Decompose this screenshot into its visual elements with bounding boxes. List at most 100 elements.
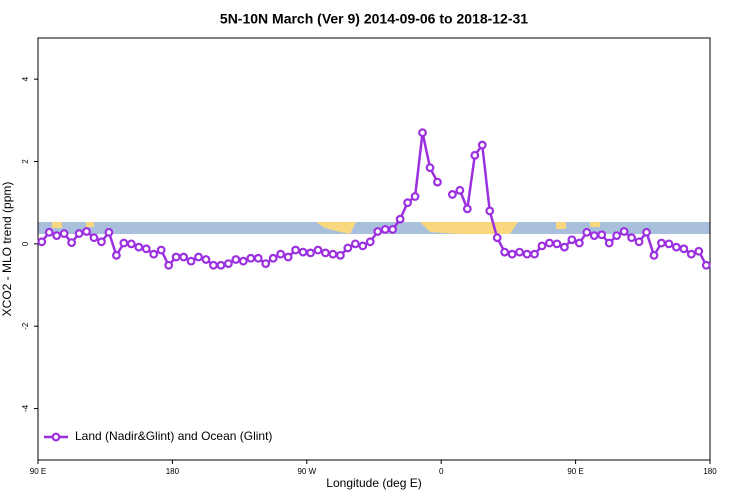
- data-point: [522, 249, 532, 259]
- x-tick-label: 0: [439, 467, 444, 476]
- data-point: [89, 233, 99, 243]
- data-point: [642, 227, 651, 237]
- data-point: [403, 198, 413, 208]
- data-point: [425, 163, 435, 173]
- data-point: [515, 247, 524, 257]
- land-patch: [52, 222, 62, 228]
- data-point: [253, 253, 263, 263]
- data-point: [574, 238, 584, 248]
- land-patch: [590, 222, 600, 227]
- data-point: [201, 255, 211, 264]
- data-point: [246, 253, 256, 263]
- data-point: [507, 249, 517, 259]
- ocean-band: [38, 222, 710, 234]
- data-point: [111, 250, 121, 260]
- data-point: [701, 260, 711, 270]
- y-tick-label: -4: [21, 404, 30, 412]
- data-point: [567, 235, 577, 245]
- data-point: [418, 128, 427, 138]
- data-point: [149, 249, 159, 259]
- x-tick-label: 180: [703, 467, 717, 476]
- data-point: [268, 253, 278, 263]
- data-point: [634, 237, 644, 247]
- data-point: [395, 214, 405, 224]
- data-point: [589, 231, 599, 241]
- data-point: [238, 256, 248, 266]
- data-point: [298, 247, 308, 257]
- data-point: [164, 260, 174, 270]
- data-point: [477, 140, 487, 150]
- data-point: [156, 245, 166, 255]
- data-point: [104, 227, 114, 237]
- data-point: [44, 227, 54, 237]
- data-point: [560, 242, 569, 252]
- data-point: [141, 244, 151, 254]
- data-point: [223, 259, 233, 269]
- legend-label: Land (Nadir&Glint) and Ocean (Glint): [75, 429, 272, 443]
- data-point: [657, 238, 666, 248]
- x-tick-label: 90 E: [30, 467, 46, 476]
- data-point: [306, 248, 315, 258]
- data-point: [470, 150, 480, 160]
- data-point: [313, 245, 323, 255]
- data-point: [291, 245, 301, 255]
- data-point: [276, 249, 286, 259]
- data-point: [545, 238, 554, 248]
- data-point: [664, 239, 674, 249]
- chart-title: 5N-10N March (Ver 9) 2014-09-06 to 2018-…: [220, 11, 528, 27]
- data-point: [328, 249, 338, 259]
- data-point: [126, 239, 136, 249]
- data-point: [485, 206, 495, 216]
- data-point: [343, 243, 353, 253]
- data-point: [74, 229, 84, 238]
- data-point: [261, 259, 271, 269]
- data-point: [672, 242, 681, 252]
- data-point: [350, 239, 360, 249]
- data-point: [216, 260, 226, 270]
- data-point: [67, 238, 76, 248]
- data-point: [455, 185, 465, 195]
- data-point: [462, 204, 472, 214]
- y-tick-label: 4: [21, 76, 30, 81]
- x-tick-label: 180: [166, 467, 180, 476]
- data-point: [410, 192, 420, 201]
- data-point: [694, 246, 704, 256]
- data-point: [171, 252, 181, 262]
- x-tick-label: 90 E: [567, 467, 583, 476]
- data-point: [97, 237, 106, 247]
- data-point: [492, 233, 502, 243]
- x-tick-label: 90 W: [297, 467, 316, 476]
- data-point: [679, 244, 689, 254]
- data-point: [209, 260, 218, 270]
- data-point: [500, 247, 510, 257]
- data-point: [231, 255, 241, 264]
- data-point: [179, 252, 189, 262]
- data-point: [380, 225, 390, 234]
- y-tick-label: -2: [21, 322, 30, 330]
- data-point: [686, 249, 696, 259]
- data-point: [186, 256, 196, 266]
- land-patch: [86, 222, 94, 227]
- data-point: [321, 248, 330, 258]
- data-point: [134, 242, 144, 252]
- data-point: [388, 225, 398, 234]
- data-point: [119, 238, 129, 248]
- data-point: [59, 229, 69, 238]
- data-point: [649, 250, 659, 260]
- x-axis-label: Longitude (deg E): [326, 476, 421, 490]
- y-tick-label: 0: [21, 241, 30, 246]
- data-point: [283, 252, 293, 262]
- y-tick-label: 2: [21, 159, 30, 164]
- data-point: [530, 249, 539, 259]
- data-point: [448, 190, 457, 199]
- data-point: [552, 239, 562, 249]
- data-point: [597, 230, 607, 240]
- data-point: [82, 227, 91, 236]
- data-point: [604, 238, 614, 248]
- legend-marker: [51, 432, 61, 442]
- data-point: [52, 231, 62, 241]
- data-point: [373, 227, 383, 236]
- data-point: [433, 177, 442, 187]
- data-point: [627, 233, 636, 243]
